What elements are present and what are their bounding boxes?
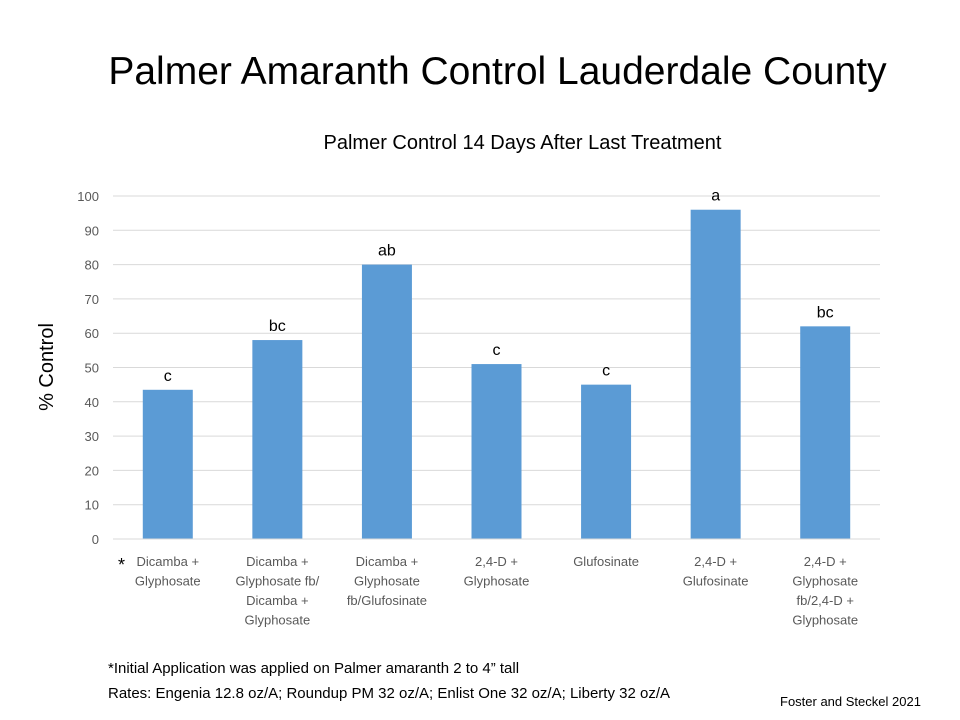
bar [581, 384, 632, 539]
x-tick-label-line: Glyphosate [354, 574, 420, 589]
x-tick-label: Dicamba + Glyphosate fb/Dicamba + Glyphosa… [235, 554, 319, 628]
data-label: ab [378, 243, 396, 260]
y-tick-label: 70 [85, 292, 99, 307]
y-axis-title: % Control [36, 323, 58, 411]
x-tick-label-line: Dicamba + [137, 554, 200, 569]
x-tick-label-line: 2,4-D + [475, 554, 518, 569]
data-label: c [493, 342, 501, 359]
y-tick-label: 50 [85, 361, 99, 376]
x-tick-label-line: Dicamba + [356, 554, 419, 569]
bar [142, 389, 193, 539]
x-tick-label-line: 2,4-D + [694, 554, 737, 569]
data-label: bc [817, 304, 834, 321]
bar [471, 364, 522, 539]
data-label: a [711, 188, 720, 205]
x-tick-label-line: Glyphosate fb/ [235, 574, 319, 589]
y-tick-label: 20 [85, 463, 99, 478]
bar [361, 264, 412, 539]
x-tick-label: Dicamba + Glyphosate [135, 554, 201, 589]
data-label: c [164, 368, 172, 385]
x-tick-label: 2,4-D + Glyphosate [464, 554, 530, 589]
x-tick-label-line: Glufosinate [573, 554, 639, 569]
data-label: bc [269, 318, 286, 335]
y-tick-label: 30 [85, 429, 99, 444]
data-label: c [602, 363, 610, 380]
x-tick-label-line: Glyphosate [244, 613, 310, 628]
x-tick-label-line: Glufosinate [683, 574, 749, 589]
asterisk-marker: * [118, 555, 126, 575]
slide-title: Palmer Amaranth Control Lauderdale Count… [108, 50, 887, 93]
footnote-initial-application: *Initial Application was applied on Palm… [108, 660, 520, 677]
x-tick-label-line: Glyphosate [792, 574, 858, 589]
y-tick-label: 80 [85, 258, 99, 273]
y-tick-label: 100 [77, 189, 99, 204]
x-tick-label-line: fb/Glufosinate [347, 593, 427, 608]
x-tick-label: Glufosinate [573, 554, 639, 569]
bar [690, 209, 741, 539]
x-tick-label-line: Glyphosate [792, 613, 858, 628]
x-tick-label-line: 2,4-D + [804, 554, 847, 569]
y-tick-label: 90 [85, 223, 99, 238]
y-tick-label: 40 [85, 395, 99, 410]
x-tick-label: 2,4-D + Glyphosate fb/2,4-D + Glyphosate [792, 554, 858, 628]
y-tick-label: 10 [85, 498, 99, 513]
x-tick-label-line: Dicamba + [246, 593, 309, 608]
bar [800, 326, 851, 539]
source-credit: Foster and Steckel 2021 [780, 694, 921, 709]
x-tick-label-line: Glyphosate [464, 574, 530, 589]
y-tick-label: 60 [85, 326, 99, 341]
x-tick-label-line: fb/2,4-D + [796, 593, 853, 608]
x-tick-label-line: Glyphosate [135, 574, 201, 589]
chart-title: Palmer Control 14 Days After Last Treatm… [323, 132, 722, 154]
x-tick-label-line: Dicamba + [246, 554, 309, 569]
bar [252, 340, 303, 539]
x-tick-label: Dicamba + Glyphosate fb/Glufosinate [347, 554, 427, 608]
footnote-rates: Rates: Engenia 12.8 oz/A; Roundup PM 32 … [108, 685, 670, 702]
x-tick-label: 2,4-D + Glufosinate [683, 554, 749, 589]
y-tick-label: 0 [92, 532, 99, 547]
